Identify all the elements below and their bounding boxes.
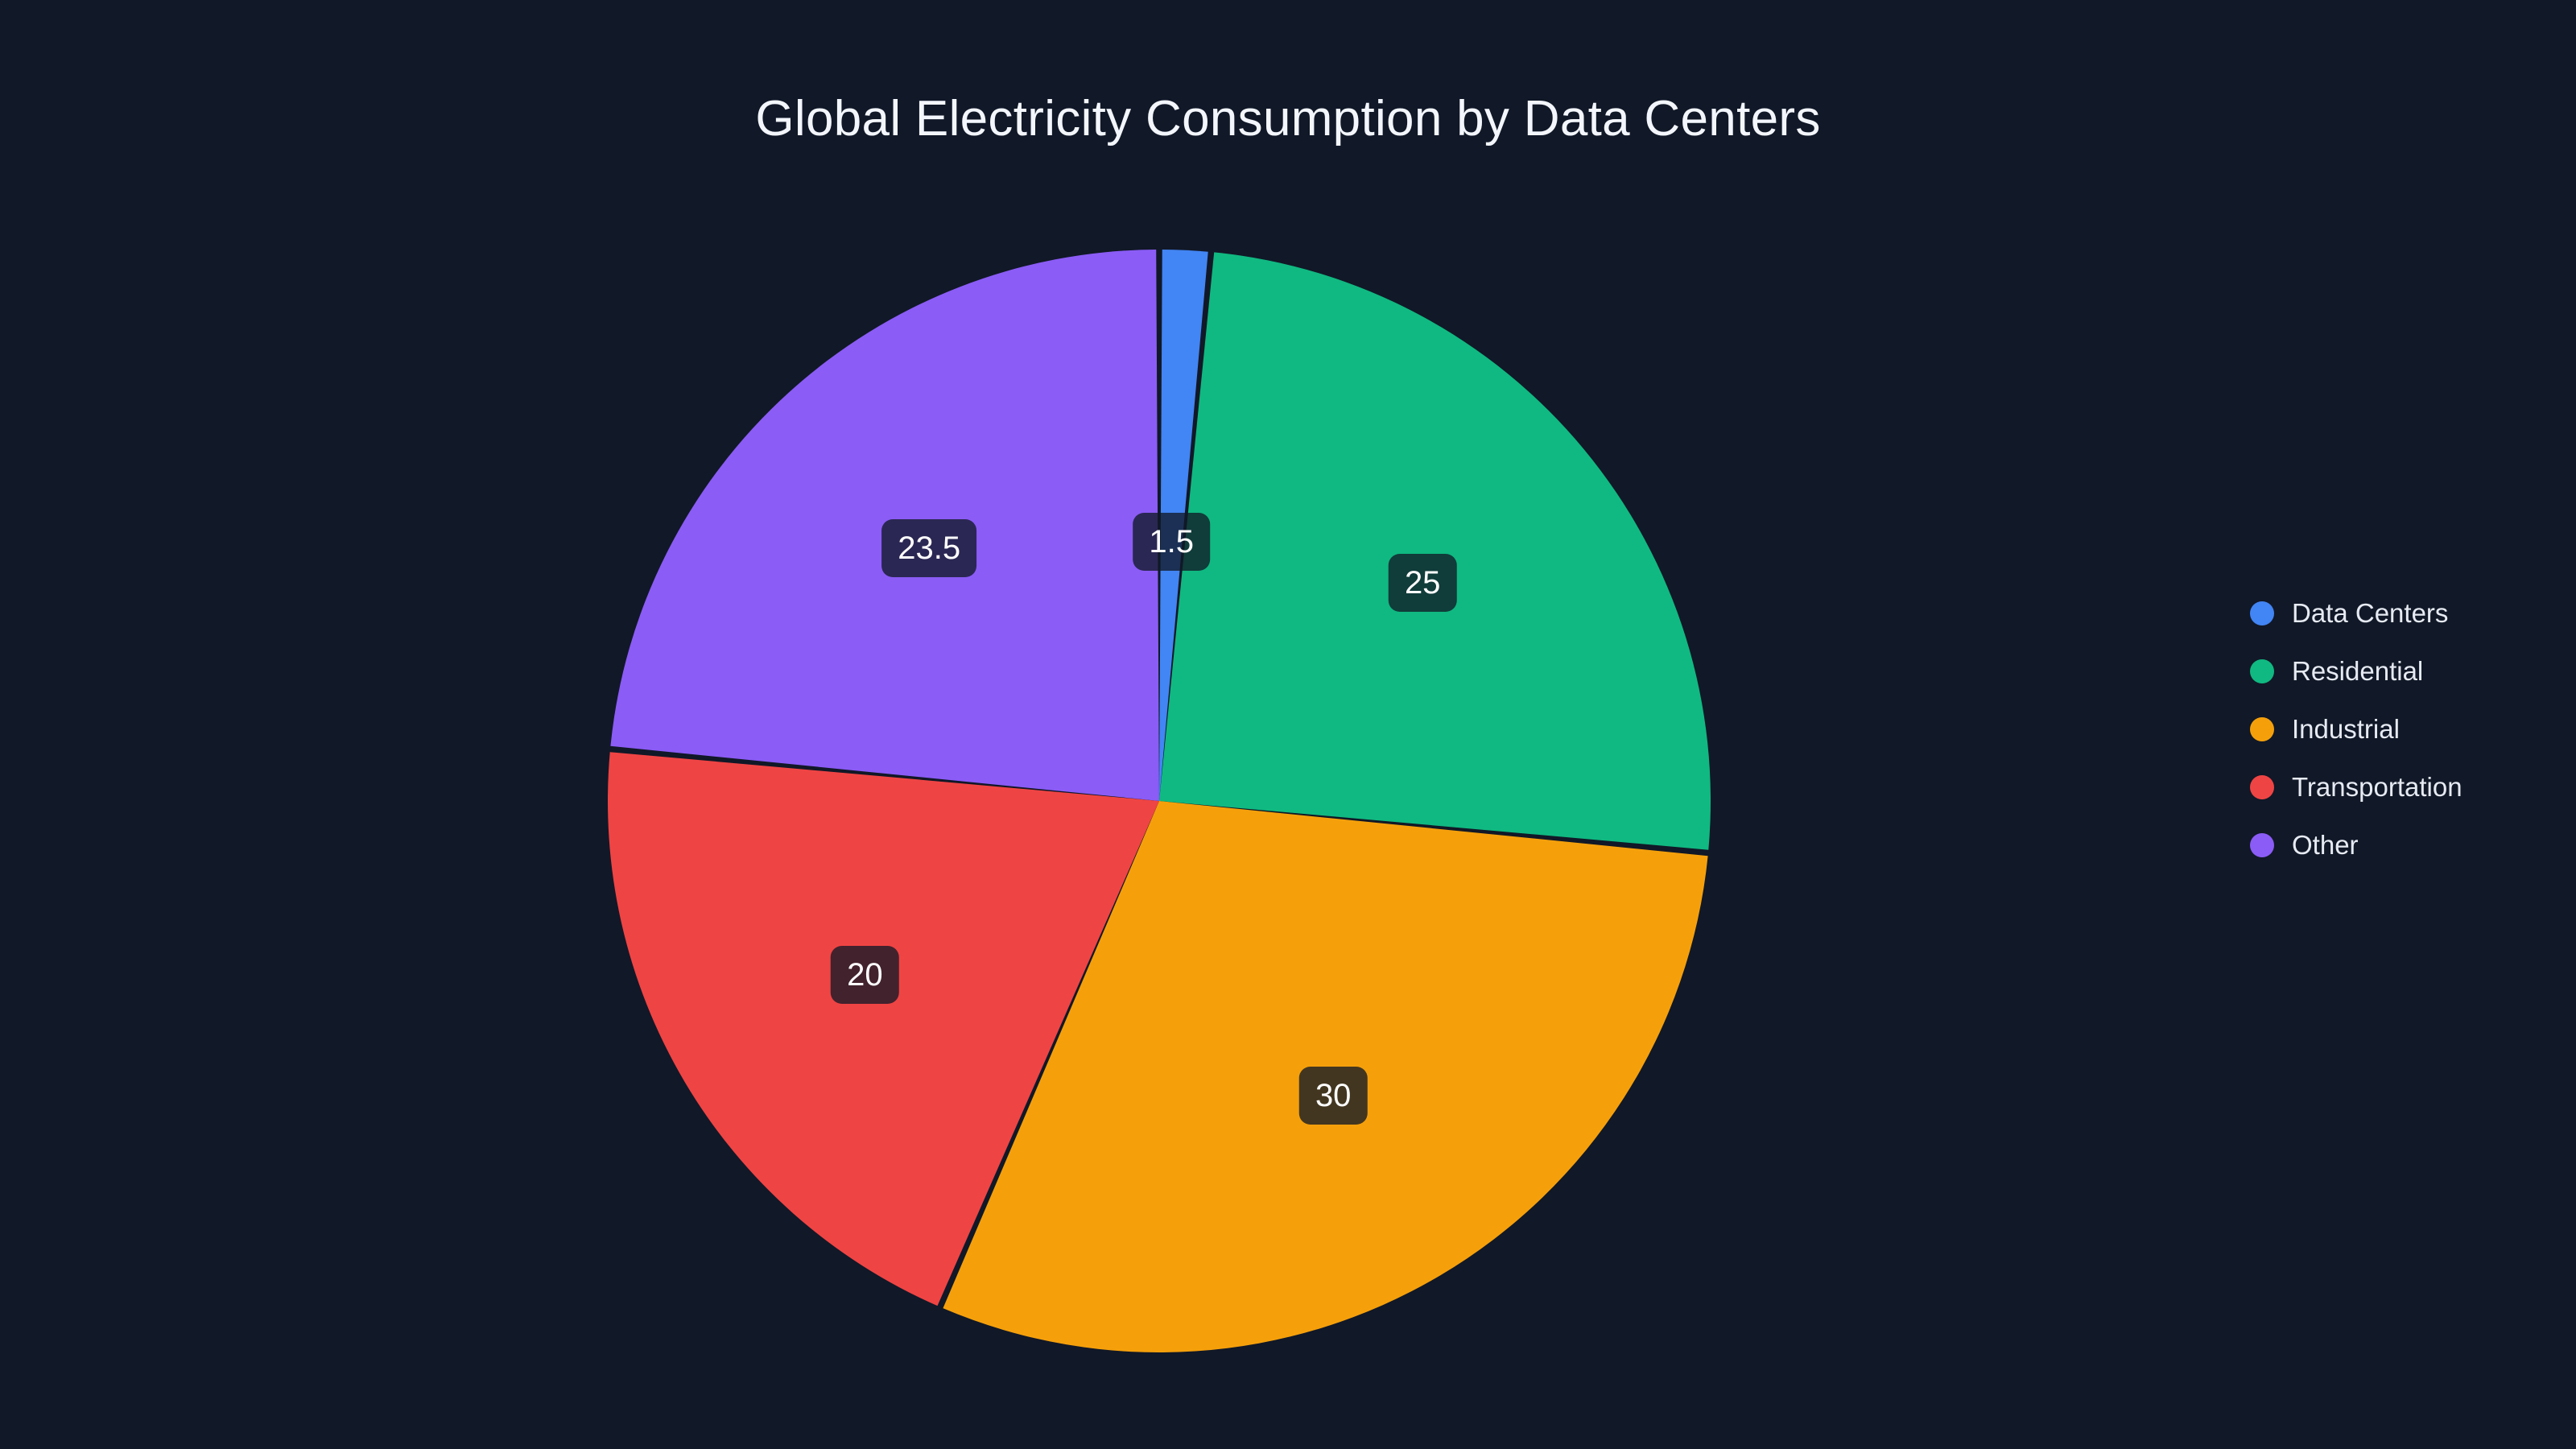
legend-swatch-icon [2250, 601, 2274, 625]
legend-item[interactable]: Data Centers [2250, 584, 2540, 642]
legend-swatch-icon [2250, 775, 2274, 799]
slice-value-label: 23.5 [881, 518, 977, 577]
legend-swatch-icon [2250, 659, 2274, 683]
legend-item-label: Data Centers [2292, 598, 2449, 628]
pie-slice[interactable] [608, 752, 1159, 1307]
legend-item[interactable]: Residential [2250, 642, 2540, 700]
legend-item-label: Industrial [2292, 714, 2400, 744]
legend-item[interactable]: Industrial [2250, 700, 2540, 758]
slice-value-label: 1.5 [1133, 513, 1210, 572]
legend-item-label: Other [2292, 830, 2359, 860]
slice-value-label: 20 [831, 946, 899, 1005]
legend-item[interactable]: Transportation [2250, 758, 2540, 816]
slice-value-label: 30 [1298, 1066, 1368, 1125]
legend-item-label: Transportation [2292, 772, 2462, 802]
legend-item-label: Residential [2292, 656, 2424, 686]
legend-swatch-icon [2250, 717, 2274, 741]
legend-item[interactable]: Other [2250, 816, 2540, 874]
pie-slice[interactable] [1159, 252, 1711, 850]
legend: Data Centers Residential Industrial Transpo… [2250, 584, 2540, 874]
slice-value-label: 25 [1388, 554, 1457, 613]
legend-swatch-icon [2250, 833, 2274, 857]
